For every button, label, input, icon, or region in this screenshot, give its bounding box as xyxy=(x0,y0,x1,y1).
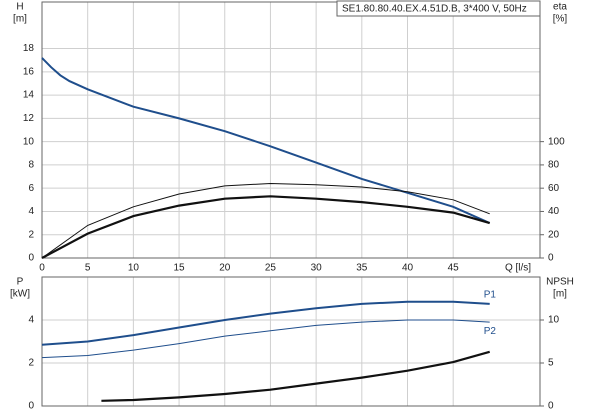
curve xyxy=(41,57,491,225)
y-tick-label: 2 xyxy=(28,358,34,369)
series-label: P1 xyxy=(484,290,497,301)
x-tick-label: 0 xyxy=(39,263,45,274)
y-tick-label: 12 xyxy=(23,113,35,124)
y-tick-label: 0 xyxy=(28,253,34,264)
x-tick-label: 40 xyxy=(402,263,414,274)
y-tick-label: 10 xyxy=(23,136,35,147)
y-tick-label: 6 xyxy=(28,183,34,194)
curve xyxy=(41,300,490,346)
y2-tick-label: 80 xyxy=(548,160,560,171)
series-label: P2 xyxy=(484,326,497,337)
x-tick-label: 15 xyxy=(174,263,186,274)
x-tick-label: 10 xyxy=(128,263,140,274)
y2-tick-label: 60 xyxy=(548,183,560,194)
y2-tick-label: 0 xyxy=(548,401,554,412)
curve xyxy=(41,182,490,259)
y-tick-label: 16 xyxy=(23,66,35,77)
y2-axis-label: NPSH xyxy=(546,277,574,288)
x-tick-label: 30 xyxy=(311,263,323,274)
plot-frame xyxy=(41,276,541,407)
y-tick-label: 8 xyxy=(28,160,34,171)
curve xyxy=(101,350,490,402)
plot-frame xyxy=(41,1,541,259)
y-tick-label: 0 xyxy=(28,401,34,412)
x-tick-label: 5 xyxy=(85,263,91,274)
y-tick-label: 2 xyxy=(28,229,34,240)
y-tick-label: 4 xyxy=(28,315,34,326)
y-axis-unit: [m] xyxy=(13,14,27,25)
y2-tick-label: 5 xyxy=(548,358,554,369)
x-axis-label: Q [l/s] xyxy=(505,263,531,274)
y2-tick-label: 100 xyxy=(548,136,565,147)
x-tick-label: 45 xyxy=(448,263,460,274)
x-tick-label: 25 xyxy=(265,263,277,274)
y2-axis-unit: [m] xyxy=(553,289,567,300)
y-tick-label: 14 xyxy=(23,90,35,101)
x-tick-label: 35 xyxy=(356,263,368,274)
y-axis-label: P xyxy=(17,277,24,288)
y-tick-label: 4 xyxy=(28,206,34,217)
curve xyxy=(41,319,490,359)
title-box xyxy=(336,0,541,17)
y2-tick-label: 40 xyxy=(548,206,560,217)
y-axis-label: H xyxy=(16,2,23,13)
y2-tick-label: 0 xyxy=(548,253,554,264)
y2-axis-unit: [%] xyxy=(553,14,568,25)
y-tick-label: 18 xyxy=(23,43,35,54)
x-tick-label: 20 xyxy=(219,263,231,274)
curve xyxy=(41,195,491,259)
y2-axis-label: eta xyxy=(553,2,567,13)
y2-tick-label: 20 xyxy=(548,229,560,240)
y2-tick-label: 10 xyxy=(548,315,560,326)
chart-title: SE1.80.80.40.EX.4.51D.B, 3*400 V, 50Hz xyxy=(342,4,527,15)
y-axis-unit: [kW] xyxy=(10,289,30,300)
